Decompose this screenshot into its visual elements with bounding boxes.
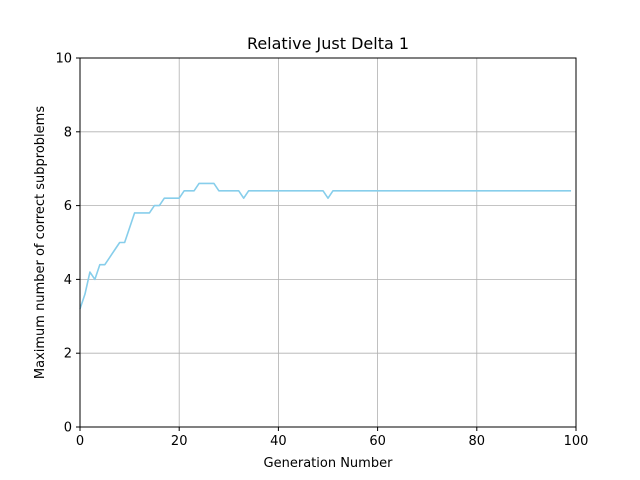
plot-area — [80, 58, 576, 427]
x-tick-label: 80 — [469, 434, 486, 449]
y-tick-label: 2 — [64, 347, 72, 362]
y-tick-label: 6 — [64, 199, 72, 214]
series-layer — [79, 182, 572, 310]
x-axis-label: Generation Number — [264, 456, 394, 471]
plot-frame — [79, 57, 577, 428]
series-line — [79, 182, 572, 310]
y-tick-label: 8 — [64, 125, 72, 140]
x-tick-label: 0 — [76, 434, 84, 449]
grid-lines — [79, 57, 577, 428]
chart-title: Relative Just Delta 1 — [247, 34, 409, 53]
y-tick-label: 10 — [55, 52, 72, 67]
y-tick-label: 4 — [64, 273, 72, 288]
x-tick-label: 100 — [564, 434, 589, 449]
axis-ticks: 0 20 40 60 80 100 0 2 4 6 8 10 — [55, 52, 588, 450]
y-tick-label: 0 — [64, 421, 72, 436]
y-axis-label: Maximum number of correct subproblems — [33, 106, 48, 379]
x-tick-label: 60 — [369, 434, 386, 449]
x-tick-label: 40 — [270, 434, 287, 449]
x-tick-label: 20 — [171, 434, 188, 449]
